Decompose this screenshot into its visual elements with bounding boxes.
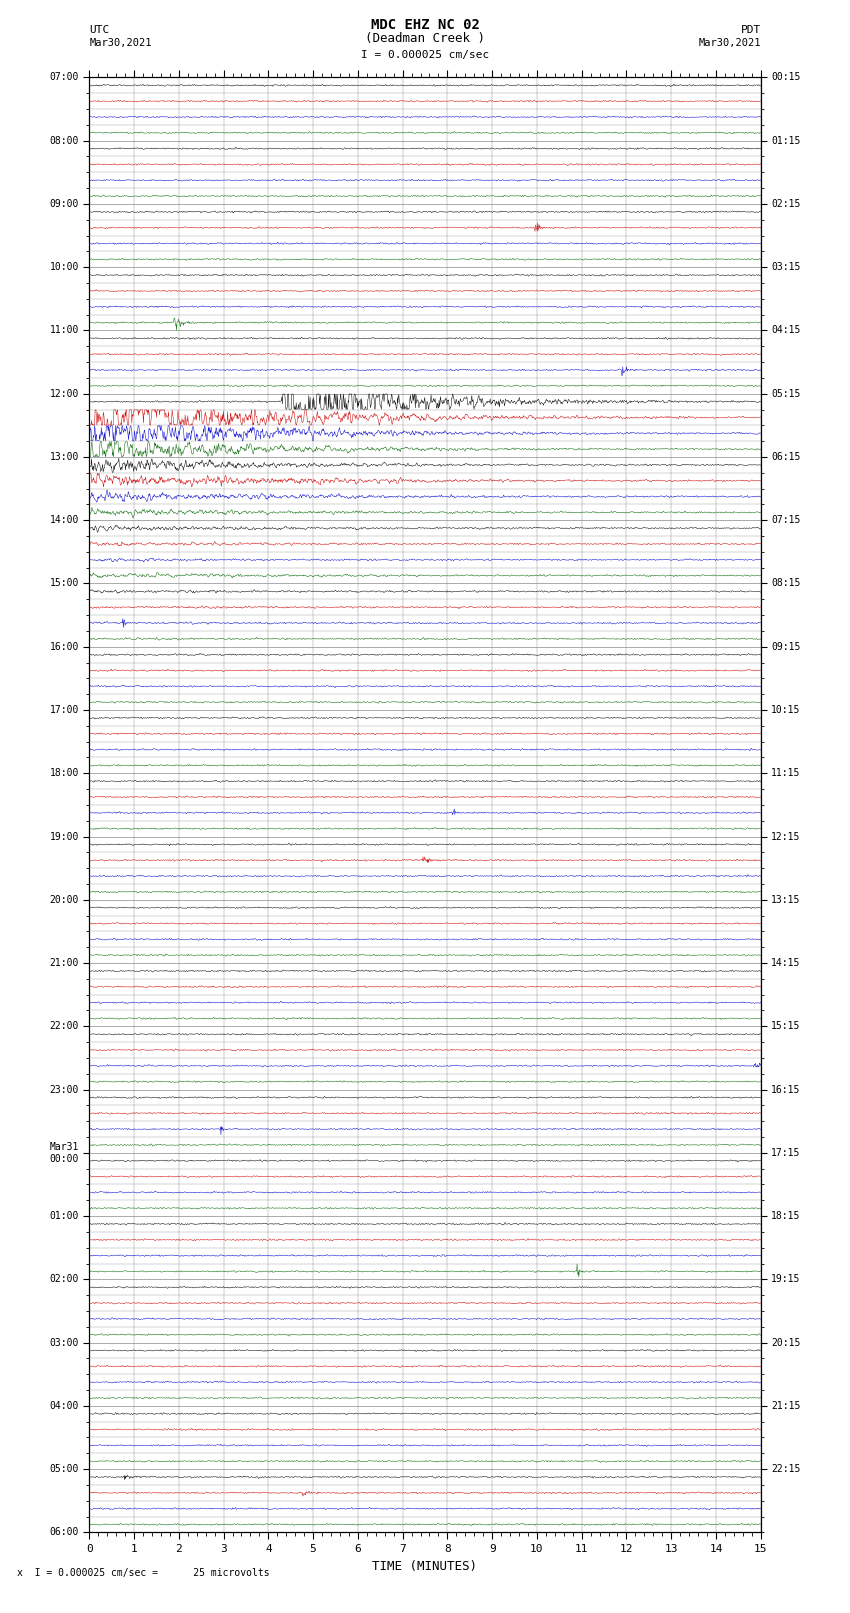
- Text: UTC: UTC: [89, 26, 110, 35]
- Text: Mar30,2021: Mar30,2021: [698, 39, 761, 48]
- Text: x  I = 0.000025 cm/sec =      25 microvolts: x I = 0.000025 cm/sec = 25 microvolts: [17, 1568, 269, 1578]
- Text: I = 0.000025 cm/sec: I = 0.000025 cm/sec: [361, 50, 489, 60]
- Text: PDT: PDT: [740, 26, 761, 35]
- Text: (Deadman Creek ): (Deadman Creek ): [365, 32, 485, 45]
- Text: MDC EHZ NC 02: MDC EHZ NC 02: [371, 18, 479, 32]
- X-axis label: TIME (MINUTES): TIME (MINUTES): [372, 1560, 478, 1573]
- Text: Mar30,2021: Mar30,2021: [89, 39, 152, 48]
